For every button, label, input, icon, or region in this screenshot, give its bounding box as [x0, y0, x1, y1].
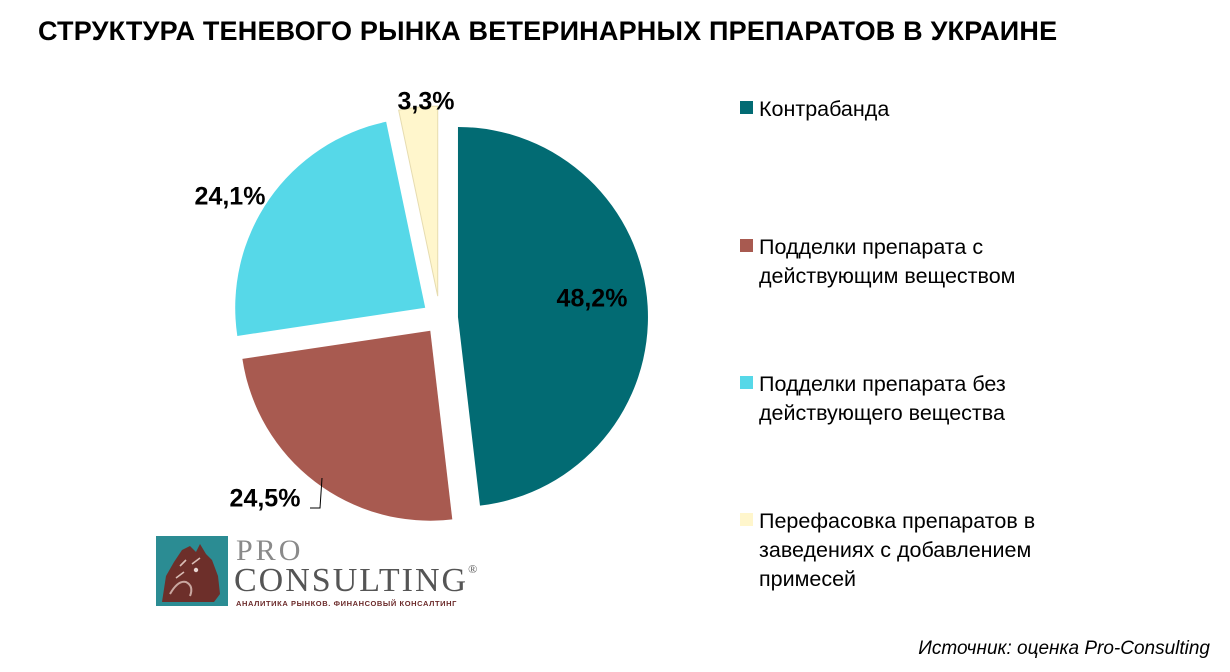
data-label-2: 24,1%	[195, 183, 266, 211]
legend-swatch	[740, 239, 753, 252]
rhino-emblem-icon	[156, 536, 228, 606]
legend-item-repackaging: Перефасовка препаратов в заведениях с до…	[740, 507, 1089, 594]
legend-label: Перефасовка препаратов в заведениях с до…	[759, 509, 1036, 591]
legend-item-fake-without-substance: Подделки препарата без действующего веще…	[740, 370, 1089, 428]
pie-slices	[235, 105, 648, 521]
logo-tagline: АНАЛИТИКА РЫНКОВ. ФИНАНСОВЫЙ КОНСАЛТИНГ	[236, 599, 458, 608]
pie-slice-2	[235, 121, 426, 336]
leader-line-slice-2	[310, 477, 323, 509]
legend-label: Контрабанда	[759, 97, 890, 121]
data-label-3: 3,3%	[398, 88, 455, 116]
logo-text-consulting: CONSULTING®	[234, 562, 479, 600]
legend-swatch	[740, 101, 753, 114]
pie-slice-3	[398, 105, 439, 297]
legend-label: Подделки препарата без действующего веще…	[759, 372, 1006, 425]
pro-consulting-logo: PRO CONSULTING® АНАЛИТИКА РЫНКОВ. ФИНАНС…	[156, 534, 486, 608]
legend-label: Подделки препарата с действующим веществ…	[759, 235, 1016, 288]
data-label-0: 48,2%	[557, 285, 628, 313]
chart-title: СТРУКТУРА ТЕНЕВОГО РЫНКА ВЕТЕРИНАРНЫХ ПР…	[38, 16, 1058, 46]
logo-text-consulting-word: CONSULTING	[234, 562, 469, 599]
legend-item-fake-with-substance: Подделки препарата с действующим веществ…	[740, 233, 1089, 291]
legend-swatch	[740, 513, 753, 526]
legend-swatch	[740, 376, 753, 389]
data-label-1: 24,5%	[230, 485, 301, 513]
source-note: Источник: оценка Pro-Consulting	[918, 638, 1210, 659]
logo-text-pro: PRO	[236, 534, 304, 567]
pie-slice-0	[457, 126, 648, 506]
pie-slice-1	[242, 330, 453, 521]
pie-labels: 48,2% 24,5% 24,1% 3,3%	[195, 88, 628, 513]
registered-mark: ®	[468, 562, 480, 576]
legend-item-contraband: Контрабанда	[740, 95, 1089, 124]
